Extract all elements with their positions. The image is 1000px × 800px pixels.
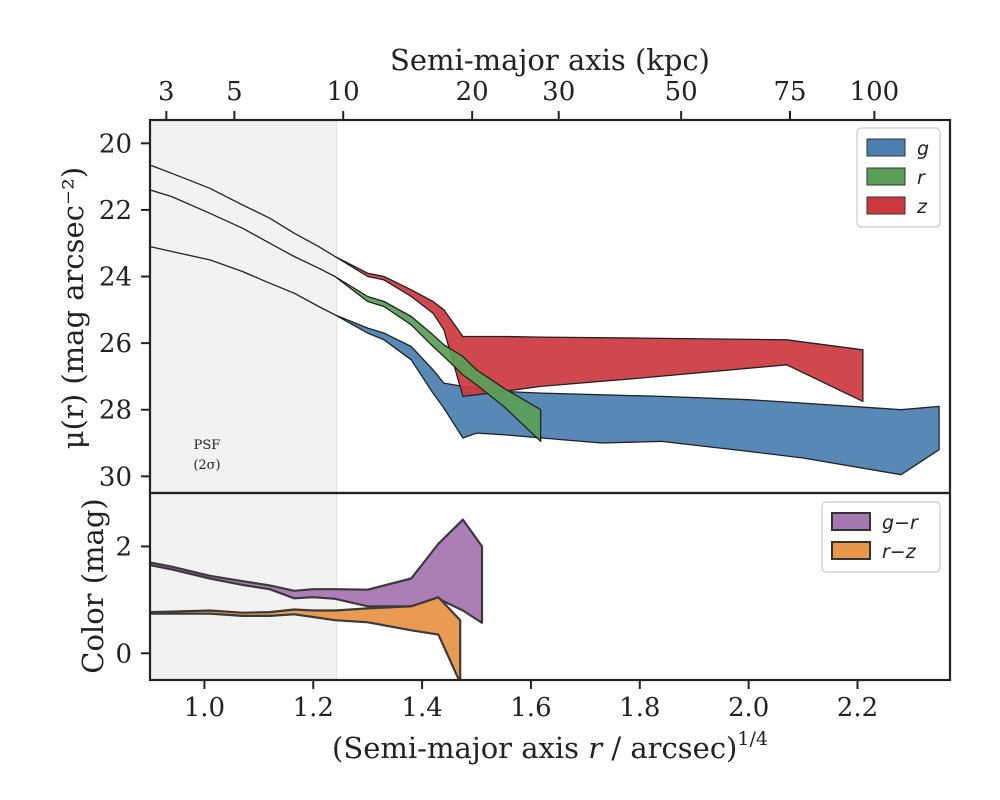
band-g xyxy=(150,245,940,476)
legend-swatch-r-z xyxy=(831,541,871,560)
psf-label-line1: PSF xyxy=(194,438,221,453)
bottom-panel-frame xyxy=(148,491,952,682)
sb-y-tick-label: 20 xyxy=(99,129,132,159)
legends-layer: grz g−r r−z xyxy=(821,127,941,573)
color-y-tick-label: 0 xyxy=(115,639,132,669)
color-areas xyxy=(150,518,484,680)
x-axis-tick-label: 1.6 xyxy=(510,693,551,723)
sb-y-tick-label: 28 xyxy=(99,396,132,426)
band-g-r xyxy=(150,518,484,624)
band-r xyxy=(150,189,542,443)
x-axis-tick-label: 1.4 xyxy=(401,693,442,723)
legend-swatch-g xyxy=(866,138,906,157)
psf-label-line2: (2σ) xyxy=(193,458,220,473)
surface-brightness-axis-title: μ(r) (mag arcsec⁻²) xyxy=(56,167,90,449)
band-z xyxy=(150,164,864,403)
legend-label-r-z: r−z xyxy=(882,541,917,563)
legend-swatch-z xyxy=(866,196,906,215)
legend-label-z: z xyxy=(916,196,928,218)
bottom-axis-title: (Semi-major axis r / arcsec)1/4 xyxy=(332,728,768,765)
top-axis-tick-label: 20 xyxy=(456,77,489,107)
legend-swatch-g-r xyxy=(831,512,871,531)
bottom-axis-title-superscript: 1/4 xyxy=(737,728,768,750)
sb-y-tick-label: 26 xyxy=(99,329,132,359)
bottom-axis-title-main: (Semi-major axis xyxy=(332,731,588,765)
x-axis-tick-label: 1.2 xyxy=(293,693,334,723)
legend-swatch-r xyxy=(866,167,906,186)
legend-label-r: r xyxy=(917,167,926,189)
psf-region xyxy=(150,120,337,680)
sb-y-tick-label: 24 xyxy=(99,263,132,293)
surface-brightness-areas xyxy=(150,164,940,476)
color-y-tick-label: 2 xyxy=(115,532,132,562)
top-axis-tick-label: 3 xyxy=(158,77,175,107)
bottom-axis-title-rest: / arcsec) xyxy=(602,731,737,765)
top-axis-title: Semi-major axis (kpc) xyxy=(390,43,710,77)
sb-y-tick-label: 22 xyxy=(99,196,132,226)
legend-label-g: g xyxy=(917,138,929,160)
psf-shaded-region-layer xyxy=(150,120,338,680)
bottom-axis-title-variable: r xyxy=(588,731,604,765)
sb-y-tick-label: 30 xyxy=(99,462,132,492)
top-axis-tick-label: 30 xyxy=(542,77,575,107)
legend-label-g-r: g−r xyxy=(882,512,919,534)
color-axis-title: Color (mag) xyxy=(76,498,110,673)
top-axis-tick-label: 10 xyxy=(327,77,360,107)
x-axis-tick-label: 1.8 xyxy=(619,693,660,723)
band-r-z xyxy=(150,596,462,680)
x-axis-tick-label: 2.2 xyxy=(837,693,878,723)
top-axis-tick-label: 5 xyxy=(226,77,243,107)
x-axis-tick-label: 2.0 xyxy=(728,693,769,723)
top-axis-tick-label: 50 xyxy=(665,77,698,107)
top-axis-tick-label: 100 xyxy=(850,77,900,107)
axes-layer: 3 5 10 20 30 50 75 100 20 22 24 26 28 30 0 2 1.0 1.2 1.4 1.… xyxy=(99,77,952,723)
x-axis-tick-label: 1.0 xyxy=(184,693,225,723)
top-axis-tick-label: 75 xyxy=(773,77,806,107)
